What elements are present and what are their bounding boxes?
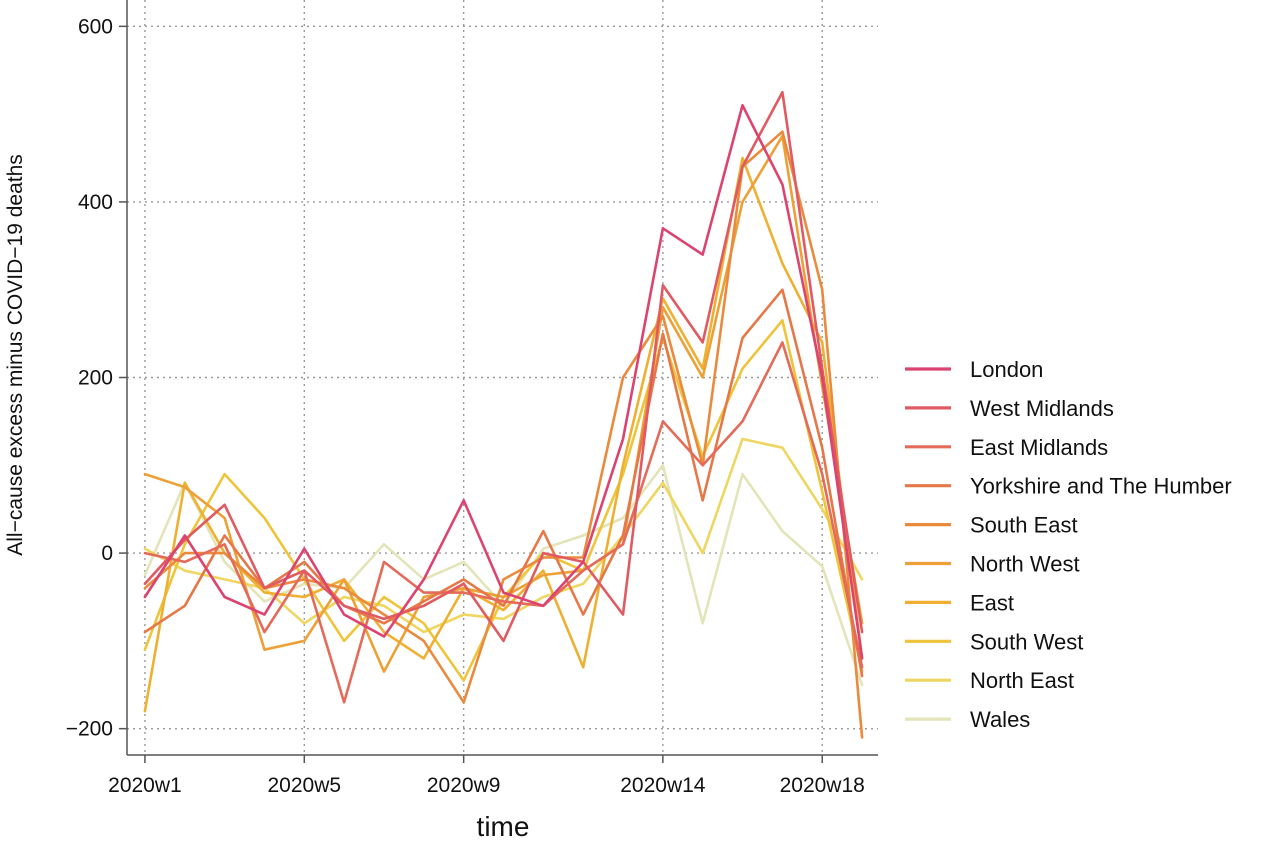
x-axis-ticks: 2020w1 2020w5 2020w9 2020w14 2020w18 <box>108 755 865 797</box>
legend-label-north-east: North East <box>970 668 1074 693</box>
y-axis-ticks: −200 0 200 400 600 <box>66 15 127 741</box>
y-tick-label: 200 <box>78 367 113 390</box>
y-tick-label: −200 <box>66 718 113 741</box>
legend-label-south-west: South West <box>970 629 1083 654</box>
legend: London West Midlands East Midlands Yorkshir… <box>905 357 1232 732</box>
y-tick-label: 400 <box>78 191 113 214</box>
x-axis-title: time <box>477 811 530 842</box>
series-lines <box>143 90 864 739</box>
series-line-east-midlands <box>143 341 864 704</box>
y-tick-label: 600 <box>78 15 113 38</box>
legend-label-west-midlands: West Midlands <box>970 396 1114 421</box>
series-line-london <box>143 104 864 660</box>
series-line-west-midlands <box>143 90 864 643</box>
series-line-south-east <box>143 130 864 739</box>
x-tick-label: 2020w14 <box>620 774 706 797</box>
legend-label-yorkshire-and-the-humber: Yorkshire and The Humber <box>970 474 1232 499</box>
legend-label-london: London <box>970 357 1043 382</box>
legend-label-east: East <box>970 590 1014 615</box>
legend-label-north-west: North West <box>970 552 1080 577</box>
x-tick-label: 2020w1 <box>108 774 182 797</box>
x-tick-label: 2020w9 <box>427 774 501 797</box>
x-tick-label: 2020w18 <box>780 774 865 797</box>
series-line-wales <box>143 464 864 687</box>
legend-label-wales: Wales <box>970 707 1030 732</box>
legend-label-east-midlands: East Midlands <box>970 435 1108 460</box>
y-tick-label: 0 <box>101 542 113 565</box>
series-line-east <box>143 156 864 713</box>
y-axis-title: All−cause excess minus COVID−19 deaths <box>4 154 27 556</box>
series-line-south-west <box>143 319 864 682</box>
x-tick-label: 2020w5 <box>268 774 342 797</box>
legend-label-south-east: South East <box>970 513 1078 538</box>
series-line-north-west <box>143 134 864 673</box>
grid <box>127 0 878 755</box>
